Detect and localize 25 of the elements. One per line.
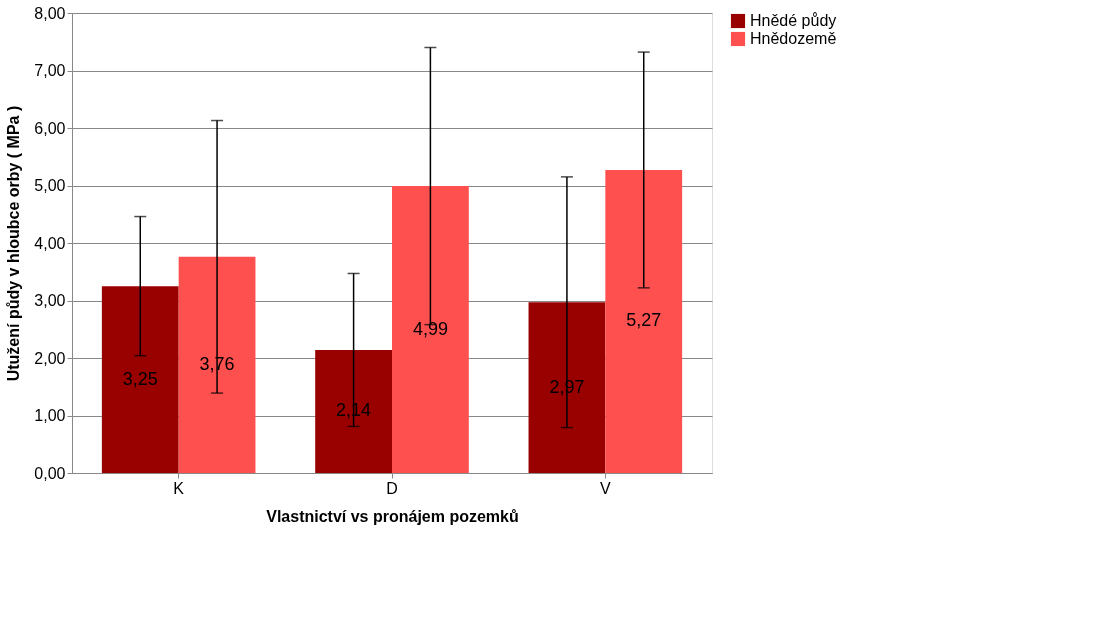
y-tick-label: 0,00 [34, 464, 66, 482]
bar [605, 169, 683, 473]
legend-label: Hnědozemě [750, 30, 837, 47]
y-tick-label: 3,00 [34, 292, 66, 309]
y-tick-label: 7,00 [34, 62, 66, 79]
y-tick-label: 2,00 [34, 349, 66, 367]
y-axis-title: Utužení půdy v hloubce orby ( MPa ) [5, 105, 23, 382]
legend-label: Hnědé půdy [750, 12, 837, 29]
y-tick-label: 4,00 [34, 234, 66, 252]
bar [101, 286, 179, 473]
data-label: 3,25 [122, 368, 158, 389]
x-tick-label: D [386, 479, 398, 497]
x-tick-label: V [600, 479, 611, 497]
y-tick-label: 8,00 [34, 4, 66, 22]
data-label: 5,27 [626, 310, 662, 331]
y-tick-label: 1,00 [34, 407, 66, 424]
x-tick-label: K [173, 479, 185, 497]
x-axis-title: Vlastnictví vs pronájem pozemků [266, 507, 519, 525]
y-tick-label: 5,00 [34, 177, 66, 194]
y-tick-label: 6,00 [34, 119, 66, 137]
bar [528, 302, 606, 473]
bar [315, 349, 392, 473]
bar [392, 186, 469, 473]
bar [178, 256, 256, 473]
data-label: 4,99 [412, 318, 448, 339]
